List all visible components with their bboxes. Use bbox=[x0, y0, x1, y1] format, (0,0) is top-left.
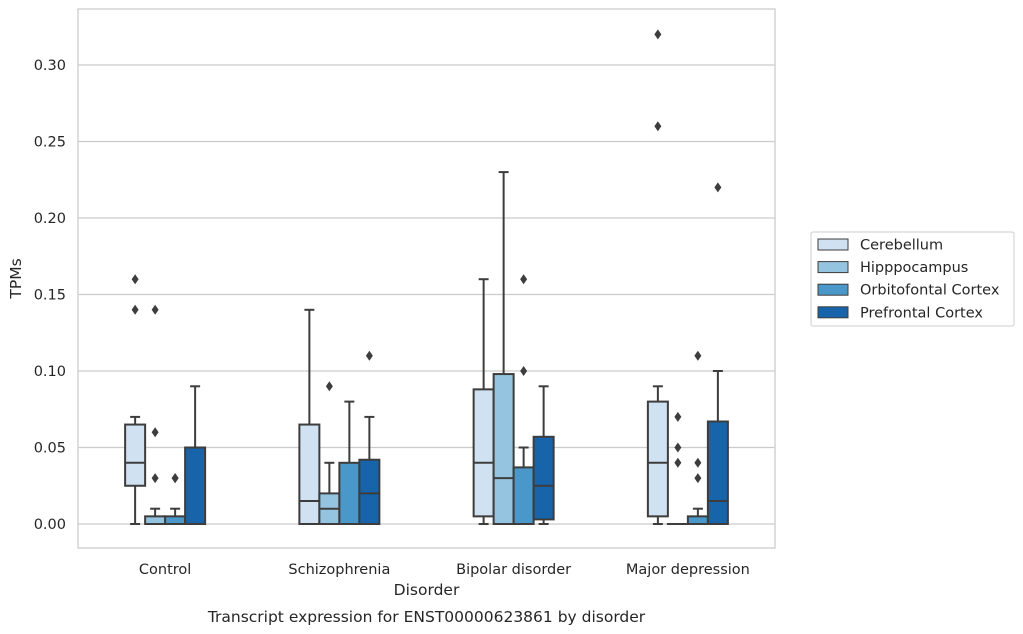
box bbox=[338, 461, 361, 525]
legend-label: Cerebellum bbox=[860, 238, 943, 254]
x-tick-label: Schizophrenia bbox=[288, 562, 390, 578]
outlier-point bbox=[654, 29, 662, 40]
box-1-1 bbox=[318, 381, 341, 525]
outlier-point bbox=[171, 473, 179, 484]
legend-label: Orbitofontal Cortex bbox=[860, 283, 1000, 299]
outlier-point bbox=[151, 427, 159, 438]
boxes bbox=[124, 29, 729, 526]
y-tick-label: 0.10 bbox=[34, 364, 66, 380]
box bbox=[706, 420, 729, 525]
outlier-point bbox=[674, 457, 682, 468]
box bbox=[184, 446, 207, 525]
y-tick-label: 0.25 bbox=[34, 135, 66, 151]
gridlines bbox=[78, 64, 775, 525]
outlier-point bbox=[674, 442, 682, 453]
outlier-point bbox=[694, 457, 702, 468]
box bbox=[298, 423, 321, 525]
box bbox=[124, 423, 147, 487]
outlier-point bbox=[520, 366, 528, 376]
plot-frame bbox=[77, 8, 776, 549]
x-tick-labels: Control Schizophrenia Bipolar disorder Majo… bbox=[139, 562, 750, 578]
y-tick-label: 0.15 bbox=[34, 288, 66, 304]
x-axis-title: Disorder bbox=[394, 581, 460, 599]
outlier-point bbox=[131, 304, 139, 315]
outlier-point bbox=[654, 121, 662, 132]
box-0-1 bbox=[298, 308, 321, 525]
box bbox=[646, 400, 669, 518]
outlier-point bbox=[151, 473, 159, 484]
outlier-point bbox=[694, 473, 702, 484]
y-tick-labels: 0.00 0.05 0.10 0.15 0.20 0.25 0.30 bbox=[34, 58, 66, 533]
outlier-point bbox=[520, 274, 528, 285]
box-0-2 bbox=[472, 278, 495, 525]
box-2-1 bbox=[338, 400, 361, 525]
outlier-point bbox=[131, 274, 139, 285]
outlier-point bbox=[674, 411, 682, 422]
box bbox=[686, 515, 709, 525]
box-2-0 bbox=[164, 473, 187, 525]
outlier-point bbox=[365, 350, 373, 361]
legend-label: Hipppocampus bbox=[860, 260, 968, 276]
box-2-2 bbox=[512, 274, 535, 526]
box bbox=[492, 373, 515, 525]
box bbox=[532, 435, 555, 521]
y-tick-label: 0.30 bbox=[34, 58, 66, 74]
box-0-0 bbox=[124, 274, 147, 525]
box bbox=[472, 388, 495, 518]
legend-swatch bbox=[817, 238, 849, 251]
box-3-2 bbox=[532, 385, 555, 525]
box-3-1 bbox=[358, 350, 381, 525]
box-3-0 bbox=[184, 385, 207, 525]
x-tick-label: Bipolar disorder bbox=[456, 562, 571, 578]
outlier-point bbox=[325, 381, 333, 392]
chart-caption: Transcript expression for ENST0000062386… bbox=[207, 608, 646, 626]
box bbox=[164, 515, 187, 525]
y-tick-label: 0.00 bbox=[34, 517, 66, 533]
box bbox=[358, 458, 381, 525]
legend-swatch bbox=[817, 261, 849, 274]
y-tick-label: 0.20 bbox=[34, 211, 66, 227]
box-2-3 bbox=[686, 350, 709, 525]
x-tick-label: Control bbox=[139, 562, 191, 578]
legend-swatch bbox=[817, 283, 849, 296]
box-1-3 bbox=[666, 411, 689, 526]
legend: Cerebellum Hipppocampus Orbitofontal Corte… bbox=[810, 231, 1015, 327]
box-1-2 bbox=[492, 171, 515, 525]
x-tick-label: Major depression bbox=[626, 562, 750, 578]
legend-swatch bbox=[817, 306, 849, 319]
legend-label: Prefrontal Cortex bbox=[860, 305, 983, 321]
box bbox=[144, 515, 167, 525]
outlier-point bbox=[694, 350, 702, 361]
y-axis-title: TPMs bbox=[7, 258, 25, 299]
outlier-point bbox=[151, 304, 159, 315]
box-1-0 bbox=[144, 304, 167, 525]
y-tick-label: 0.05 bbox=[34, 441, 66, 457]
box bbox=[512, 466, 535, 526]
legend-frame bbox=[810, 231, 1015, 327]
box-0-3 bbox=[646, 29, 669, 525]
box-3-3 bbox=[706, 182, 729, 525]
outlier-point bbox=[714, 182, 722, 193]
